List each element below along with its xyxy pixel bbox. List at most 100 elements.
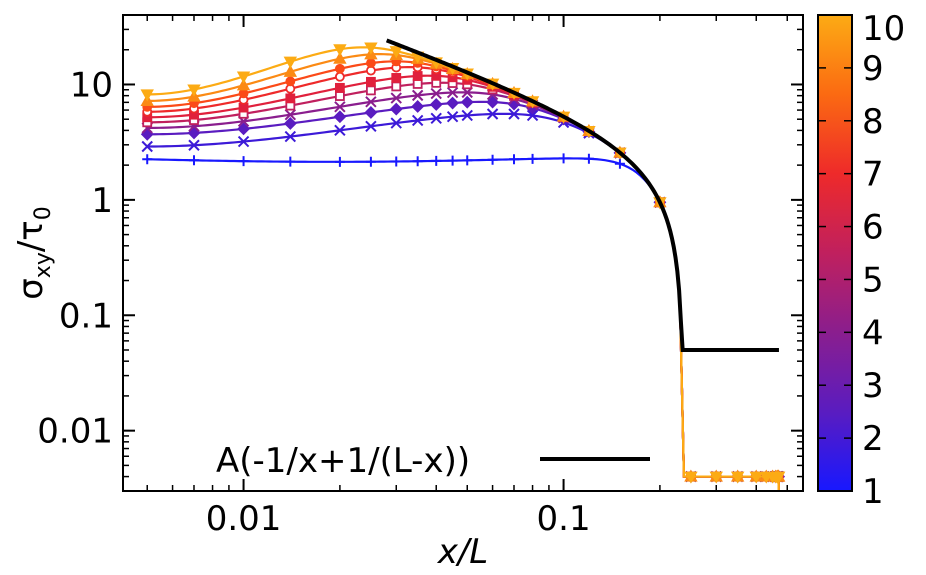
data-point [333, 51, 347, 64]
y-label-sigma: σ [11, 278, 51, 300]
data-point [188, 139, 200, 151]
data-point [446, 110, 459, 123]
x-tick-label: 0.1 [537, 499, 591, 539]
data-point [236, 71, 251, 84]
data-point [237, 135, 250, 148]
data-point [709, 471, 723, 484]
colorbar-tick-label: 4 [862, 313, 884, 353]
reference-curve-layer [385, 38, 779, 352]
data-point [526, 109, 539, 122]
y-tick-label: 0.01 [37, 412, 113, 452]
colorbar-tick-label: 7 [862, 155, 884, 195]
data-point [283, 64, 298, 77]
data-point [237, 122, 250, 136]
data-point [390, 92, 402, 104]
data-point [284, 109, 297, 121]
y-label-sub: xy [31, 252, 56, 278]
data-point [365, 120, 377, 132]
data-point [391, 73, 402, 83]
data-point [389, 102, 403, 116]
data-point [509, 154, 520, 165]
data-point [411, 100, 425, 113]
y-axis-ticks: 0.01 0.1 1 10 [37, 14, 803, 492]
data-point [188, 155, 199, 166]
data-point [446, 96, 460, 110]
colorbar-ticks: 1 2 3 4 5 6 7 8 910 [818, 9, 905, 512]
colorbar-tick-label: 5 [862, 260, 884, 300]
data-point [430, 87, 442, 100]
data-point [366, 85, 376, 96]
data-point [284, 130, 297, 143]
x-axis-label: x/L [437, 532, 489, 570]
colorbar-tick-label: 3 [862, 366, 884, 406]
series-4 [141, 86, 785, 491]
data-point [460, 95, 474, 109]
data-point [333, 110, 347, 124]
data-point [283, 117, 297, 130]
data-point [412, 79, 423, 89]
data-point [390, 117, 402, 129]
data-point [614, 158, 625, 169]
data-point [285, 156, 296, 167]
data-point [285, 93, 296, 104]
data-point [558, 153, 569, 164]
data-point [411, 114, 424, 127]
data-point [447, 155, 458, 166]
data-point [389, 46, 403, 59]
colorbar-tick-label: 2 [862, 419, 884, 459]
y-label-sub2: 0 [31, 206, 56, 220]
colorbar-tick-label: 10 [862, 9, 905, 49]
data-point [684, 471, 698, 484]
data-point [412, 156, 423, 167]
data-point [462, 155, 473, 166]
data-point [236, 78, 251, 91]
data-point [365, 96, 377, 108]
legend-label: A(-1/x+1/(L-x)) [216, 441, 470, 481]
plot-frame [122, 14, 804, 492]
data-point [391, 81, 402, 92]
colorbar-tick-label: 9 [862, 49, 884, 89]
y-label-sep: /τ [11, 220, 51, 252]
data-point [238, 88, 249, 99]
data-point [334, 91, 345, 101]
data-point [334, 101, 346, 113]
data-point [364, 42, 378, 55]
data-point [285, 76, 296, 87]
data-point [446, 86, 459, 99]
x-tick-label: 0.01 [206, 499, 282, 539]
data-point [771, 471, 786, 484]
data-point [411, 89, 424, 102]
data-point [487, 154, 498, 165]
data-point [365, 156, 376, 167]
data-point [366, 76, 376, 87]
data-point [429, 98, 443, 111]
y-tick-label: 10 [70, 65, 113, 105]
legend: A(-1/x+1/(L-x)) [216, 441, 650, 481]
data-point [283, 56, 298, 69]
data-point [508, 108, 520, 120]
y-axis-label: σxy/τ0 [11, 206, 56, 300]
data-point [141, 140, 153, 153]
data-point [187, 126, 201, 140]
data-point [461, 109, 473, 122]
data-point [238, 156, 249, 167]
data-point [334, 156, 345, 167]
data-point [391, 156, 402, 167]
data-point [527, 153, 538, 164]
data-point [333, 44, 347, 57]
data-point [238, 102, 249, 113]
colorbar-gradient [817, 14, 853, 492]
data-point [334, 124, 346, 137]
data-point [730, 471, 745, 484]
series-layer [140, 42, 786, 491]
data-point [431, 155, 442, 166]
data-point [334, 71, 345, 82]
reference-curve [385, 38, 779, 352]
data-point [334, 63, 345, 74]
colorbar-tick-label: 8 [862, 102, 884, 142]
data-point [366, 58, 376, 68]
series-8 [142, 56, 784, 491]
data-point [583, 153, 594, 164]
